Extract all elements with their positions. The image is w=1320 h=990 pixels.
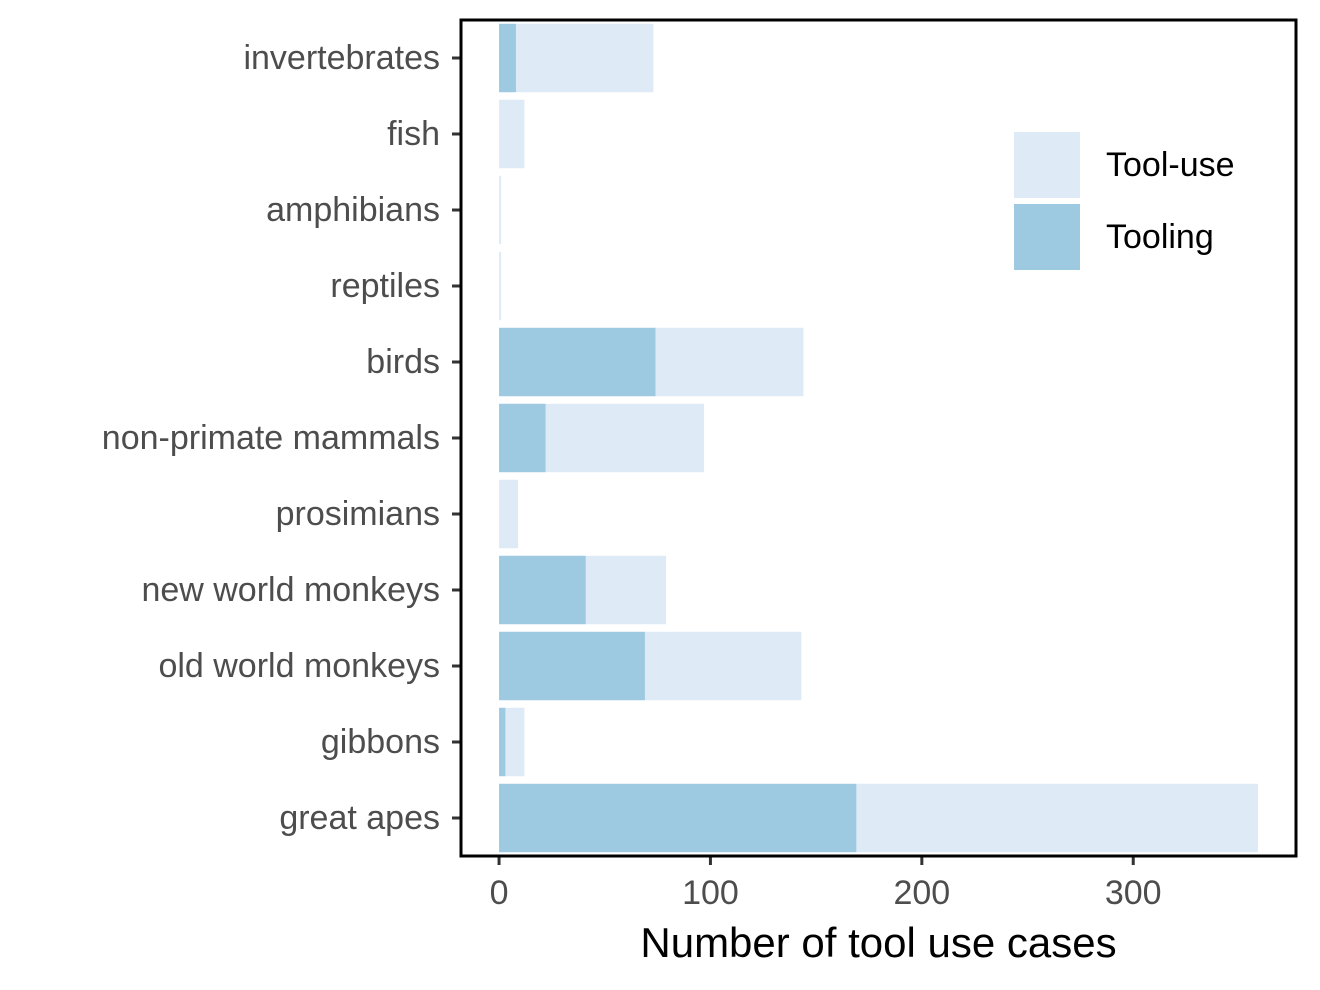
x-tick-label-300: 300 (1105, 874, 1162, 912)
legend: Tool-use Tooling (1014, 132, 1235, 270)
y-tick-label-great-apes: great apes (279, 799, 440, 837)
y-tick-label-non-primate-mammals: non-primate mammals (102, 419, 440, 457)
bar-tool-use-fish (499, 99, 525, 169)
y-tick-label-fish: fish (387, 115, 440, 153)
y-tick-label-prosimians: prosimians (276, 495, 440, 533)
plot-panel-border (459, 18, 1298, 858)
bar-tooling-gibbons (499, 707, 506, 777)
bars-layer (499, 23, 1258, 853)
y-tick-label-new-world-monkeys: new world monkeys (141, 571, 440, 609)
y-tick-label-invertebrates: invertebrates (243, 39, 440, 77)
legend-key-tooling (1014, 204, 1080, 270)
bar-tooling-old-world-monkeys (499, 631, 645, 701)
x-axis: 0 100 200 300 (490, 856, 1162, 912)
x-tick-label-0: 0 (490, 874, 509, 912)
bar-tool-use-amphibians (499, 175, 502, 245)
y-tick-label-reptiles: reptiles (330, 267, 440, 305)
bar-tool-use-invertebrates (499, 23, 654, 93)
bar-tooling-great-apes (499, 783, 857, 853)
legend-label-tool-use: Tool-use (1106, 146, 1235, 184)
legend-key-tool-use (1014, 132, 1080, 198)
legend-label-tooling: Tooling (1106, 218, 1214, 256)
bar-tool-use-reptiles (499, 251, 502, 321)
x-tick-label-200: 200 (893, 874, 950, 912)
x-axis-title: Number of tool use cases (640, 919, 1116, 966)
x-tick-label-100: 100 (682, 874, 739, 912)
y-tick-label-gibbons: gibbons (321, 723, 440, 761)
bar-tooling-non-primate-mammals (499, 403, 546, 473)
y-tick-label-old-world-monkeys: old world monkeys (158, 647, 440, 685)
bar-tooling-invertebrates (499, 23, 516, 93)
y-axis: invertebrates fish amphibians reptiles birds… (102, 39, 461, 837)
y-tick-label-birds: birds (366, 343, 440, 381)
y-tick-label-amphibians: amphibians (266, 191, 440, 229)
bar-tooling-new-world-monkeys (499, 555, 586, 625)
bar-tool-use-prosimians (499, 479, 519, 549)
bar-tooling-birds (499, 327, 656, 397)
